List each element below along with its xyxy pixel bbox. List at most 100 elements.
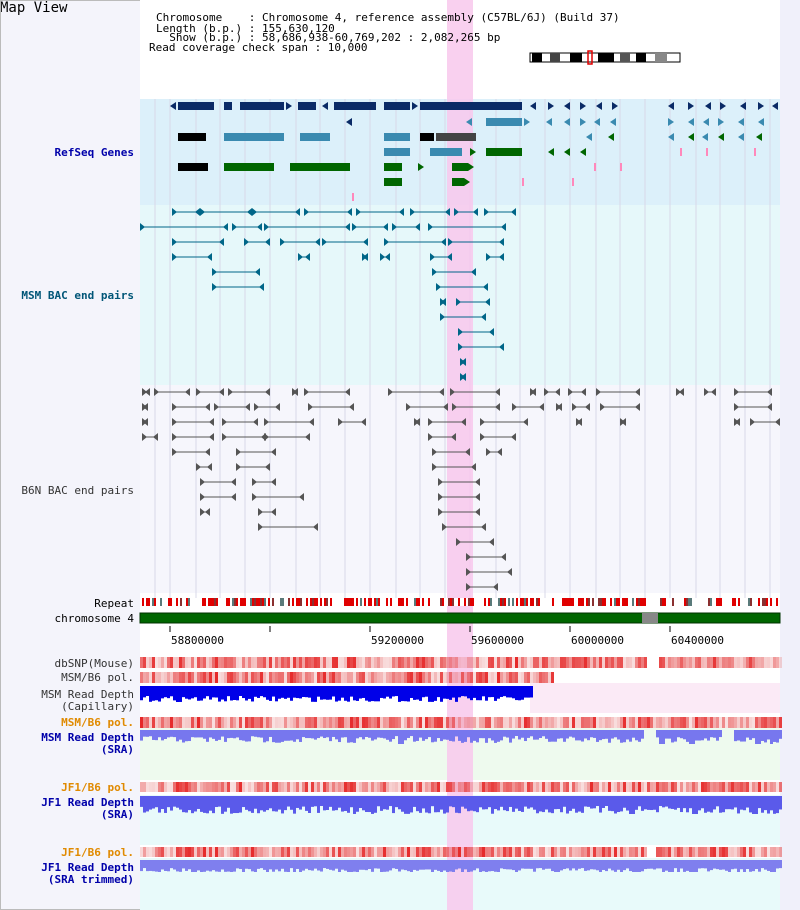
jf1-trim-depth-label[interactable]: JF1 Read Depth <box>41 861 134 874</box>
depth-bar <box>260 860 263 869</box>
depth-bar <box>161 796 164 810</box>
repeat-element <box>672 598 674 606</box>
polymorphism-cell <box>665 847 668 857</box>
depth-bar <box>338 686 341 701</box>
strand-arrow <box>586 133 592 141</box>
depth-bar <box>638 796 641 807</box>
depth-bar <box>581 796 584 813</box>
repeat-element <box>468 598 470 606</box>
depth-bar <box>719 860 722 870</box>
depth-bar <box>494 860 497 872</box>
polymorphism-cell <box>323 782 326 792</box>
jf1-b6-pol-label[interactable]: JF1/B6 pol. <box>61 781 134 794</box>
b6n-bac-label[interactable]: B6N BAC end pairs <box>21 484 134 497</box>
depth-bar <box>374 860 377 869</box>
repeat-element <box>170 598 172 606</box>
polymorphism-cell <box>341 657 344 668</box>
depth-bar <box>164 796 167 813</box>
polymorphism-cell <box>185 717 188 728</box>
polymorphism-cell <box>212 782 215 792</box>
depth-bar <box>458 730 461 741</box>
dbsnp-label[interactable]: dbSNP(Mouse) <box>54 657 134 670</box>
polymorphism-cell <box>569 717 572 728</box>
depth-bar <box>470 796 473 811</box>
depth-bar <box>269 730 272 737</box>
polymorphism-cell <box>434 657 437 668</box>
depth-bar <box>173 730 176 738</box>
depth-bar <box>677 860 680 872</box>
polymorphism-cell <box>386 717 389 728</box>
msm-bac-end <box>363 253 368 261</box>
depth-bar <box>620 730 623 743</box>
polymorphism-cell <box>326 672 329 683</box>
polymorphism-cell <box>611 847 614 857</box>
gene-marker <box>680 148 682 156</box>
msm-bac-end <box>499 238 504 246</box>
msm-bac-end <box>415 223 420 231</box>
depth-bar <box>155 686 158 701</box>
msm-bac-end <box>223 223 228 231</box>
b6n-bac-end <box>153 433 158 441</box>
polymorphism-cell <box>722 657 725 668</box>
depth-bar <box>704 730 707 739</box>
polymorphism-cell <box>188 717 191 728</box>
depth-bar <box>662 730 665 744</box>
repeat-element <box>660 598 662 606</box>
polymorphism-cell <box>689 717 692 728</box>
polymorphism-cell <box>245 657 248 668</box>
polymorphism-cell <box>584 847 587 857</box>
polymorphism-cell <box>674 717 677 728</box>
polymorphism-cell <box>182 782 185 792</box>
jf1-depth-label[interactable]: JF1 Read Depth <box>41 796 134 809</box>
polymorphism-cell <box>476 847 479 857</box>
msm-depth-sra-label[interactable]: MSM Read Depth <box>41 731 134 744</box>
polymorphism-cell <box>401 717 404 728</box>
depth-bar <box>152 730 155 740</box>
polymorphism-cell <box>437 782 440 792</box>
polymorphism-cell <box>698 847 701 857</box>
polymorphism-cell <box>614 782 617 792</box>
polymorphism-cell <box>749 657 752 668</box>
msm-bac-end <box>212 283 217 291</box>
polymorphism-cell <box>686 717 689 728</box>
polymorphism-cell <box>533 717 536 728</box>
b6n-bac-end <box>497 448 502 456</box>
polymorphism-cell <box>482 782 485 792</box>
depth-bar <box>542 796 545 813</box>
depth-bar <box>233 686 236 700</box>
polymorphism-cell <box>347 847 350 857</box>
depth-bar <box>269 796 272 809</box>
polymorphism-cell <box>683 847 686 857</box>
polymorphism-cell <box>443 717 446 728</box>
depth-bar <box>368 860 371 870</box>
refseq-genes-label[interactable]: RefSeq Genes <box>54 146 134 159</box>
b6n-bac-end <box>264 433 269 441</box>
polymorphism-cell <box>566 717 569 728</box>
repeat-element <box>210 598 212 606</box>
polymorphism-cell <box>701 657 704 668</box>
msm-bac-label[interactable]: MSM BAC end pairs <box>21 289 134 302</box>
polymorphism-cell <box>485 847 488 857</box>
polymorphism-cell <box>572 847 575 857</box>
depth-bar <box>233 730 236 739</box>
depth-bar <box>326 686 329 700</box>
b6n-bac-end <box>711 388 716 396</box>
b6n-bac-end <box>200 493 205 501</box>
depth-bar <box>566 730 569 739</box>
polymorphism-cell <box>143 672 146 683</box>
msm-b6-pol-sra-label[interactable]: MSM/B6 pol. <box>61 716 134 729</box>
depth-bar <box>377 730 380 738</box>
msm-bac-end <box>195 208 200 216</box>
msm-depth-capillary-label[interactable]: MSM Read Depth <box>41 688 134 701</box>
jf1-b6-pol-trim-label[interactable]: JF1/B6 pol. <box>61 846 134 859</box>
polymorphism-cell <box>593 782 596 792</box>
b6n-bac-end <box>228 388 233 396</box>
b6n-bac-end <box>231 478 236 486</box>
polymorphism-cell <box>503 657 506 668</box>
polymorphism-cell <box>269 717 272 728</box>
repeat-element <box>770 598 772 606</box>
strand-arrow <box>564 102 570 110</box>
msm-b6-pol-label[interactable]: MSM/B6 pol. <box>61 671 134 684</box>
repeat-element <box>564 598 566 606</box>
